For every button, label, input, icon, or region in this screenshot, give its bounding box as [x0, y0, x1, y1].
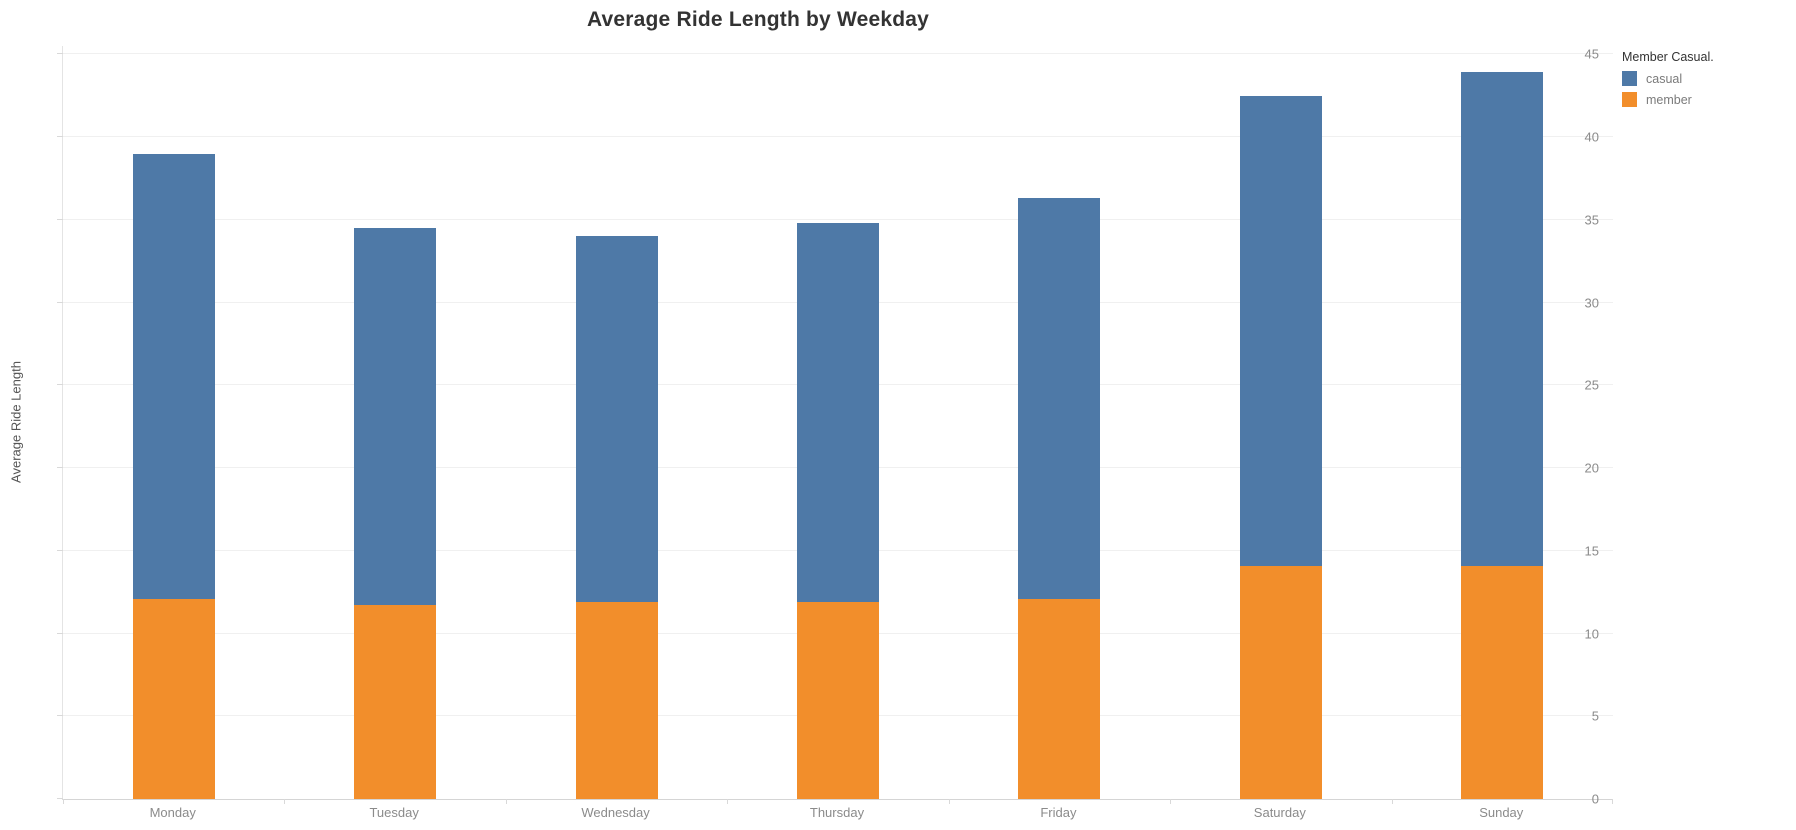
bar-tuesday-member-segment[interactable]: [354, 605, 437, 799]
band-wednesday: [506, 46, 727, 799]
legend-items: casual member: [1622, 71, 1792, 107]
x-axis-labels: Monday Tuesday Wednesday Thursday Friday Satu…: [62, 805, 1612, 820]
bar-tuesday-casual-segment[interactable]: [354, 228, 437, 606]
x-axis-boundary-tick-4: [948, 799, 950, 804]
x-axis-label-friday: Friday: [1040, 805, 1077, 820]
y-axis-label-0: 0: [1591, 791, 1599, 807]
legend: Member Casual. casual member: [1622, 50, 1792, 113]
y-axis-tick-25: [57, 384, 63, 386]
y-axis-tick-40: [57, 136, 63, 138]
bar-monday-casual-segment[interactable]: [132, 153, 215, 599]
y-axis-label-20: 20: [1584, 460, 1599, 476]
y-axis-tick-5: [57, 715, 63, 717]
legend-label-member: member: [1646, 92, 1692, 107]
y-axis-label-5: 5: [1591, 708, 1599, 724]
legend-item-casual[interactable]: casual: [1622, 71, 1792, 86]
bar-friday: [1018, 46, 1101, 799]
x-axis-label-thursday: Thursday: [809, 805, 865, 820]
bar-monday: [132, 46, 215, 799]
gridline-40: [63, 136, 1613, 138]
x-axis-label-tuesday: Tuesday: [369, 805, 419, 820]
bar-sunday-casual-segment[interactable]: [1461, 72, 1544, 566]
y-axis-tick-35: [57, 218, 63, 220]
x-axis-boundary-tick-3: [727, 799, 729, 804]
x-axis-label-sunday: Sunday: [1479, 805, 1524, 820]
legend-title: Member Casual.: [1622, 50, 1714, 64]
band-friday: [949, 46, 1170, 799]
bar-wednesday: [575, 46, 658, 799]
gridline-35: [63, 218, 1613, 220]
band-saturday: [1170, 46, 1391, 799]
bar-friday-casual-segment[interactable]: [1018, 198, 1101, 599]
bar-thursday: [796, 46, 879, 799]
y-axis-label-45: 45: [1584, 46, 1599, 62]
y-axis-tick-45: [57, 53, 63, 55]
y-axis-title: Average Ride Length: [8, 361, 24, 483]
gridline-45: [63, 53, 1613, 55]
bar-sunday-member-segment[interactable]: [1461, 565, 1544, 799]
y-axis-label-15: 15: [1584, 543, 1599, 559]
x-axis-boundary-tick-7: [1612, 799, 1613, 804]
bar-tuesday: [354, 46, 437, 799]
bar-monday-member-segment[interactable]: [132, 598, 215, 799]
plot-area: 0 5 10 15 20 25 30 35 40 45: [57, 46, 1613, 807]
x-axis-label-wednesday: Wednesday: [581, 805, 650, 820]
chart-title: Average Ride Length by Weekday: [586, 8, 930, 31]
x-axis-boundary-tick-6: [1391, 799, 1393, 804]
band-monday: [63, 46, 284, 799]
y-axis-label-40: 40: [1584, 129, 1599, 145]
y-axis-tick-20: [57, 467, 63, 469]
bar-friday-member-segment[interactable]: [1018, 598, 1101, 799]
bar-saturday-member-segment[interactable]: [1239, 565, 1322, 799]
legend-swatch-member: [1622, 92, 1637, 107]
band-tuesday: [284, 46, 505, 799]
y-axis-tick-10: [57, 632, 63, 634]
x-axis-boundary-tick-1: [284, 799, 286, 804]
x-axis-boundary-tick-2: [505, 799, 507, 804]
y-axis-label-25: 25: [1584, 377, 1599, 393]
bar-wednesday-casual-segment[interactable]: [575, 236, 658, 603]
legend-swatch-casual: [1622, 71, 1637, 86]
bar-thursday-casual-segment[interactable]: [796, 223, 879, 603]
bar-wednesday-member-segment[interactable]: [575, 602, 658, 799]
x-axis-boundary-tick-0: [63, 799, 64, 804]
y-axis-tick-0: [57, 798, 63, 799]
legend-item-member[interactable]: member: [1622, 92, 1792, 107]
bar-saturday: [1239, 46, 1322, 799]
y-axis-label-35: 35: [1584, 212, 1599, 228]
x-axis-label-saturday: Saturday: [1253, 805, 1306, 820]
legend-label-casual: casual: [1646, 71, 1683, 86]
y-axis-tick-15: [57, 549, 63, 551]
bar-thursday-member-segment[interactable]: [796, 602, 879, 799]
y-axis-label-30: 30: [1584, 295, 1599, 311]
y-axis-label-10: 10: [1584, 626, 1599, 642]
y-axis-tick-30: [57, 301, 63, 303]
bar-sunday: [1461, 46, 1544, 799]
x-axis-boundary-tick-5: [1170, 799, 1172, 804]
band-sunday: [1392, 46, 1613, 799]
bar-saturday-casual-segment[interactable]: [1239, 95, 1322, 566]
x-axis-label-monday: Monday: [149, 805, 196, 820]
band-thursday: [727, 46, 948, 799]
